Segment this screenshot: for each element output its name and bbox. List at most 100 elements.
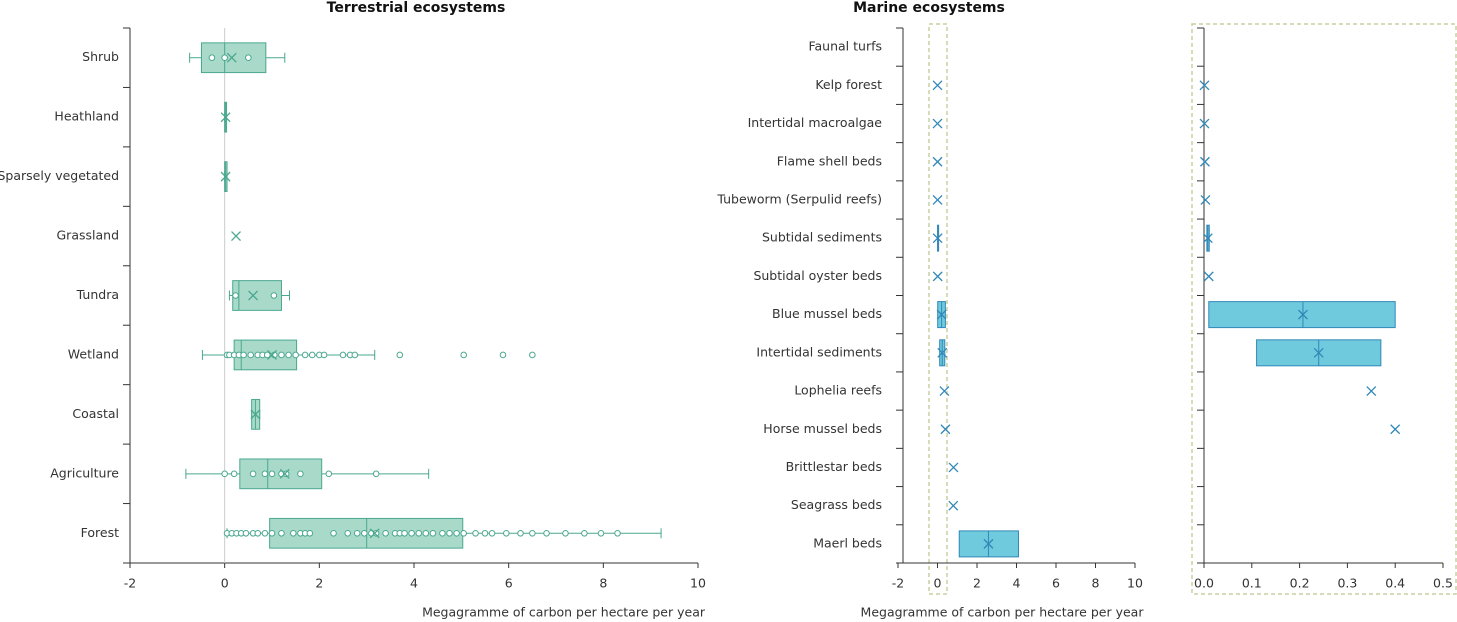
mean-marker: [940, 424, 951, 435]
y-tick-label: Faunal turfs: [808, 39, 882, 54]
zoom-frame: [1191, 23, 1457, 595]
data-point: [301, 351, 309, 359]
mean-marker: [1390, 424, 1401, 435]
data-point: [245, 54, 252, 62]
mean-marker: [226, 52, 237, 63]
mean-marker: [932, 271, 943, 282]
data-point: [453, 529, 460, 537]
data-point: [344, 529, 352, 537]
data-point: [581, 529, 588, 537]
y-tick-label: Subtidal oyster beds: [753, 268, 882, 283]
y-tick-label: Shrub: [82, 49, 119, 64]
y-tick-label: Intertidal sediments: [756, 344, 882, 359]
data-point: [351, 351, 359, 359]
mean-marker: [231, 231, 241, 242]
data-point: [330, 529, 337, 537]
y-tick-label: Wetland: [68, 346, 119, 361]
mean-marker: [1203, 271, 1214, 282]
data-point: [270, 292, 278, 299]
data-point: [408, 529, 415, 537]
mean-marker: [983, 538, 994, 549]
data-point: [240, 351, 247, 359]
mean-marker: [932, 156, 943, 167]
x-tick-label: 0.3: [1337, 576, 1357, 591]
mean-marker: [932, 80, 943, 91]
x-tick-label: 0.1: [1242, 576, 1262, 591]
data-point: [472, 529, 479, 537]
data-point: [325, 470, 333, 478]
y-tick-label: Intertidal macroalgae: [748, 115, 883, 130]
mean-marker: [1199, 118, 1210, 129]
data-point: [460, 529, 468, 537]
y-tick-label: Maerl beds: [813, 535, 882, 550]
mean-marker: [279, 468, 290, 479]
y-tick-label: Lophelia reefs: [794, 383, 882, 398]
x-tick-label: 10: [690, 576, 706, 591]
data-point: [221, 470, 228, 478]
data-point: [439, 529, 446, 537]
data-point: [488, 529, 496, 537]
x-tick-label: 2: [973, 576, 981, 591]
data-point: [320, 351, 328, 359]
data-point: [242, 529, 250, 537]
chart-title: Marine ecosystems: [853, 0, 1005, 16]
data-point: [339, 351, 347, 359]
x-tick-label: 8: [1092, 576, 1100, 591]
x-tick-label: 0: [934, 576, 942, 591]
data-point: [396, 351, 404, 359]
data-point: [261, 529, 269, 537]
data-point: [529, 529, 536, 537]
data-point: [429, 529, 437, 537]
mean-marker: [932, 195, 943, 205]
y-tick-label: Coastal: [72, 406, 119, 421]
x-tick-label: -2: [892, 576, 904, 591]
data-point: [268, 529, 276, 537]
x-axis-label: Megagramme of carbon per hectare per yea…: [422, 605, 706, 620]
x-tick-label: 6: [1052, 576, 1060, 591]
mean-marker: [948, 462, 959, 473]
data-point: [382, 529, 389, 537]
data-point: [503, 529, 510, 537]
y-tick-label: Tubeworm (Serpulid reefs): [716, 191, 882, 206]
data-point: [543, 529, 550, 537]
data-point: [401, 529, 408, 537]
x-tick-label: -2: [124, 576, 136, 591]
data-point: [415, 529, 423, 537]
x-tick-label: 4: [1013, 576, 1021, 591]
y-tick-label: Horse mussel beds: [763, 421, 882, 436]
data-point: [529, 351, 536, 359]
mean-marker: [1199, 80, 1210, 91]
y-tick-label: Forest: [81, 525, 119, 540]
plot-area: [185, 42, 662, 549]
data-point: [282, 470, 290, 478]
mean-marker: [932, 118, 943, 129]
mean-marker: [220, 112, 231, 123]
y-tick-label: Subtidal sediments: [762, 230, 882, 245]
zoom-region: [928, 23, 948, 595]
data-point: [308, 351, 316, 359]
y-tick-label: Tundra: [76, 287, 119, 302]
mean-marker: [939, 386, 950, 396]
y-tick-label: Brittlestar beds: [786, 459, 882, 474]
mean-marker: [937, 347, 948, 358]
mean-marker: [1313, 347, 1324, 358]
data-point: [353, 529, 361, 537]
data-point: [232, 292, 239, 299]
data-point: [208, 54, 216, 62]
data-point: [230, 470, 238, 478]
data-point: [278, 529, 285, 537]
x-axis-label: Megagramme of carbon per hectare per yea…: [861, 605, 1145, 620]
mean-marker: [267, 349, 277, 360]
data-point: [422, 529, 430, 537]
mean-marker: [220, 171, 231, 182]
data-point: [278, 351, 285, 359]
data-point: [263, 351, 271, 359]
x-tick-label: 4: [410, 576, 418, 591]
x-tick-label: 0.2: [1290, 576, 1310, 591]
mean-marker: [1202, 233, 1213, 244]
y-tick-label: Seagrass beds: [791, 497, 882, 512]
data-point: [481, 529, 489, 537]
data-point: [261, 470, 269, 478]
box: [1208, 301, 1396, 329]
